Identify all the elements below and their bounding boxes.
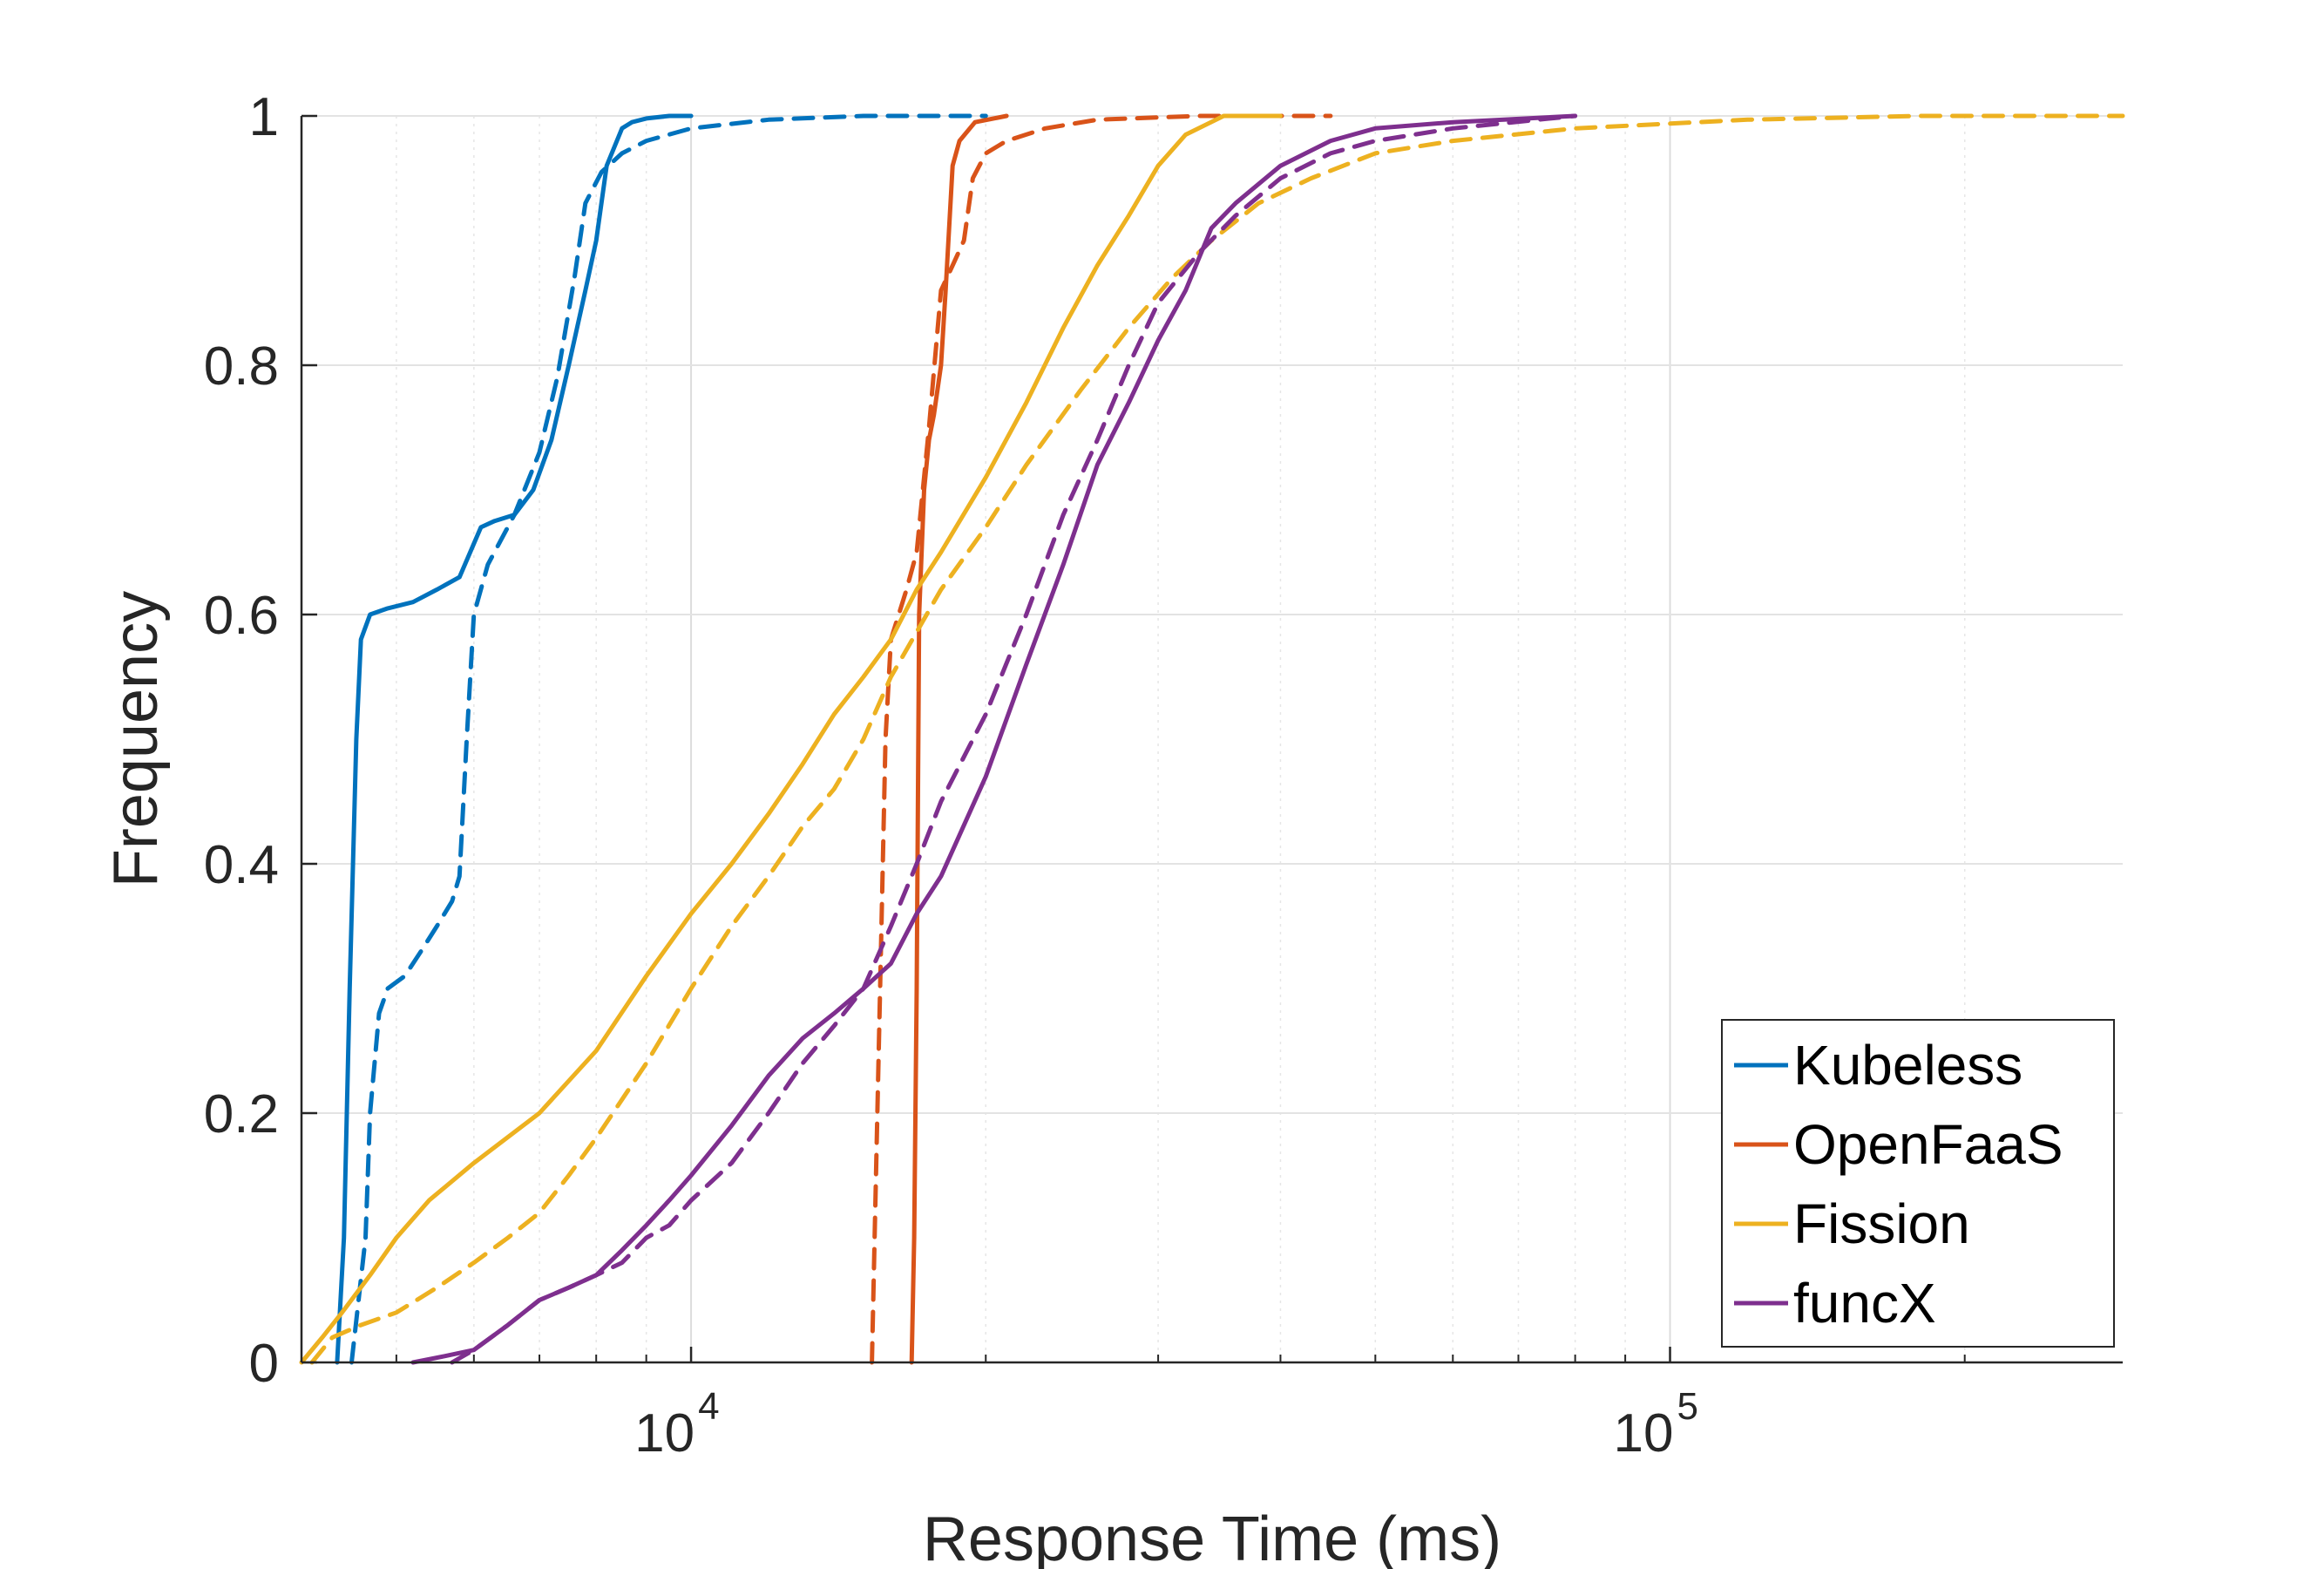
legend: Kubeless OpenFaaS Fission funcX — [1721, 1019, 2115, 1348]
series-line-funcx-solid — [410, 113, 1578, 1365]
series-line-openfaas-dashed — [870, 113, 1333, 1365]
x-tick-label-exponent: 5 — [1677, 1385, 1698, 1428]
y-tick-label: 1 — [249, 87, 279, 147]
x-tick-label: 10 4 — [634, 1385, 719, 1464]
y-tick-labels: 0 0.2 0.4 0.6 0.8 1 — [204, 87, 279, 1394]
series-line-fission-solid — [299, 113, 1283, 1365]
y-tick-label: 0.4 — [204, 835, 279, 895]
series-line-kubeless-dashed — [349, 113, 988, 1365]
legend-box — [1721, 1019, 2115, 1348]
series-line-funcx-dashed — [450, 113, 1578, 1365]
legend-item-funcx: funcX — [1734, 1272, 1936, 1335]
x-tick-label-base: 10 — [1614, 1403, 1674, 1464]
y-tick-label: 0 — [249, 1334, 279, 1394]
series-line-kubeless-solid — [335, 113, 694, 1365]
x-tick-label-exponent: 4 — [698, 1385, 719, 1428]
x-axis-title: Response Time (ms) — [923, 1504, 1501, 1569]
y-tick-label: 0.6 — [204, 586, 279, 646]
legend-label: OpenFaaS — [1793, 1113, 2063, 1176]
legend-label: Kubeless — [1793, 1034, 2022, 1097]
x-tick-labels: 10 4 10 5 — [634, 1385, 1698, 1464]
x-tick-label: 10 5 — [1614, 1385, 1698, 1464]
legend-label: funcX — [1793, 1272, 1936, 1335]
series-lines — [299, 113, 2125, 1365]
legend-label: Fission — [1793, 1192, 1970, 1255]
y-axis-title: Frequency — [101, 591, 171, 887]
series-line-fission-dashed — [309, 113, 2125, 1365]
axes — [300, 114, 2123, 1364]
legend-item-fission: Fission — [1734, 1192, 1970, 1255]
series-line-openfaas-solid — [909, 113, 1009, 1365]
x-tick-label-base: 10 — [634, 1403, 694, 1464]
legend-item-kubeless: Kubeless — [1734, 1034, 2022, 1097]
y-tick-label: 0.8 — [204, 336, 279, 397]
major-gridlines — [302, 115, 2123, 1362]
y-tick-label: 0.2 — [204, 1084, 279, 1144]
legend-item-openfaas: OpenFaaS — [1734, 1113, 2063, 1176]
